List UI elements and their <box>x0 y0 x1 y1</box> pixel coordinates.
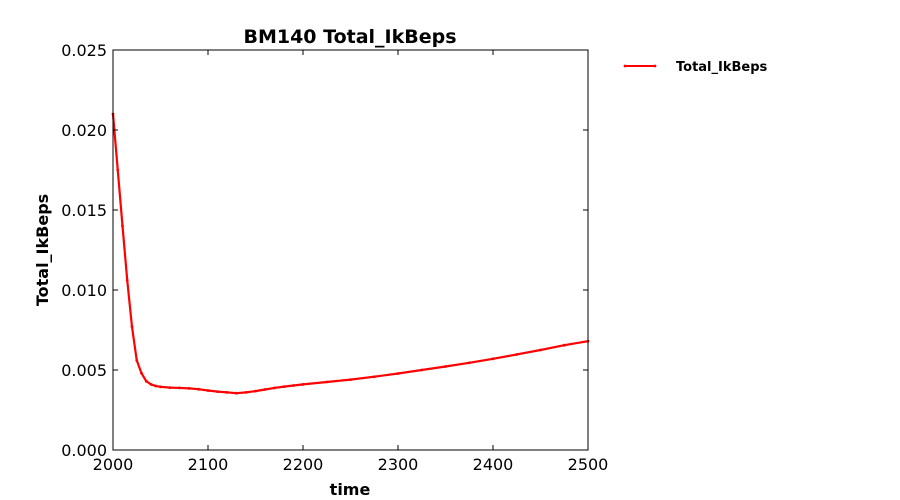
y-tick-label: 0.010 <box>61 281 107 300</box>
legend-marker-start <box>623 64 627 68</box>
data-point <box>154 384 158 388</box>
data-point <box>301 383 305 386</box>
data-point <box>130 325 134 329</box>
data-point <box>282 385 286 389</box>
y-tick-label: 0.005 <box>61 361 107 380</box>
data-point <box>187 387 191 390</box>
y-tick-label: 0.025 <box>61 41 107 60</box>
data-point <box>235 391 238 395</box>
y-tick-label: 0.000 <box>61 441 107 460</box>
data-point <box>225 391 229 394</box>
series-line-total-ikbeps <box>111 113 589 395</box>
data-point <box>562 343 566 347</box>
data-point <box>420 368 424 372</box>
data-point <box>349 378 352 381</box>
y-axis: 0.000 0.005 0.010 0.015 0.020 0.025 <box>61 41 588 460</box>
chart-title: BM140 Total_IkBeps <box>243 26 456 48</box>
data-point <box>444 365 447 368</box>
data-point <box>140 371 143 375</box>
data-point <box>254 389 257 393</box>
data-point <box>396 372 400 375</box>
data-point <box>144 379 148 383</box>
data-point <box>168 386 172 389</box>
x-axis: 2000 2100 2200 2300 2400 2500 <box>93 50 609 474</box>
data-point <box>263 388 267 391</box>
data-point <box>206 389 210 392</box>
data-point <box>216 390 219 393</box>
data-point <box>273 386 276 390</box>
y-tick-label: 0.020 <box>61 121 107 140</box>
data-point <box>178 386 181 390</box>
plot-frame <box>112 49 589 451</box>
x-tick-label: 2500 <box>568 455 609 474</box>
data-point <box>197 387 200 391</box>
data-point <box>121 224 124 228</box>
data-point <box>467 361 471 365</box>
y-axis-label: Total_IkBeps <box>33 194 52 306</box>
data-point <box>539 348 542 352</box>
legend-label-total-ikbeps: Total_IkBeps <box>676 60 768 75</box>
legend-marker-end <box>653 64 657 68</box>
data-point <box>125 279 129 282</box>
data-point <box>244 391 248 394</box>
plot-area <box>111 112 590 395</box>
data-point <box>159 385 162 389</box>
data-point <box>325 380 329 384</box>
x-tick-label: 2100 <box>188 455 229 474</box>
data-point <box>135 359 139 362</box>
y-tick-label: 0.015 <box>61 201 107 220</box>
data-point <box>515 353 519 356</box>
x-tick-label: 2000 <box>93 455 134 474</box>
data-point <box>491 357 495 361</box>
data-point <box>116 168 120 172</box>
x-axis-label: time <box>330 480 371 499</box>
legend: Total_IkBeps <box>623 60 768 75</box>
data-point <box>149 383 153 386</box>
x-tick-label: 2300 <box>378 455 419 474</box>
data-point <box>292 384 295 387</box>
data-point <box>372 375 376 379</box>
x-tick-label: 2200 <box>283 455 324 474</box>
x-tick-label: 2400 <box>473 455 514 474</box>
